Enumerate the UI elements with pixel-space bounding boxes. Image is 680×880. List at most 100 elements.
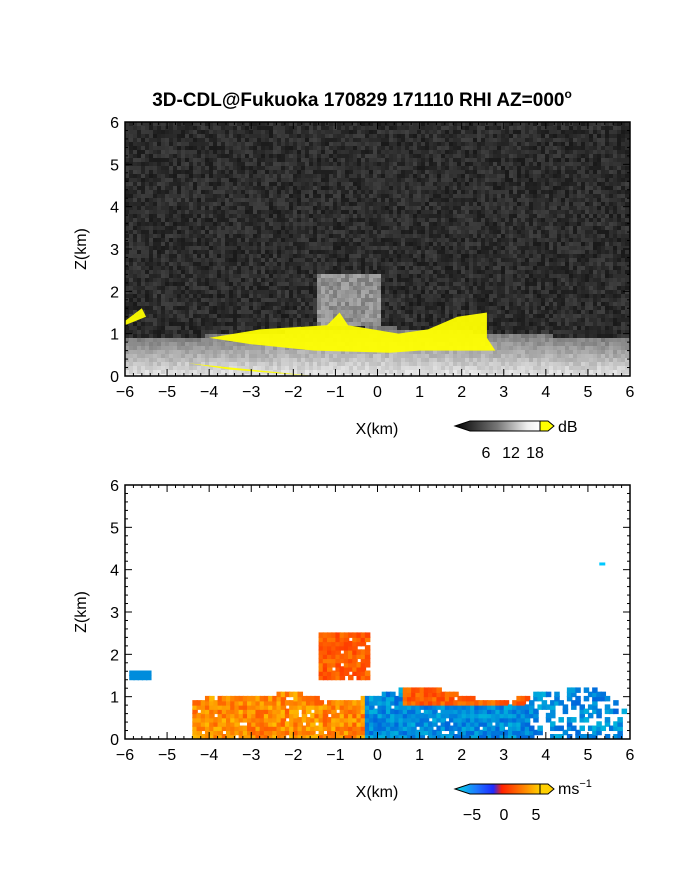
snr-cell <box>597 258 601 262</box>
snr-cell <box>509 134 513 138</box>
snr-cell <box>409 126 413 130</box>
snr-cell <box>569 246 573 250</box>
snr-cell <box>529 230 533 234</box>
snr-cell <box>417 214 421 218</box>
snr-cell <box>565 142 569 146</box>
snr-cell <box>241 258 245 262</box>
snr-cell <box>461 226 465 230</box>
snr-cell <box>241 130 245 134</box>
snr-cell <box>621 242 625 246</box>
snr-cell <box>505 238 509 242</box>
snr-cell <box>305 238 309 242</box>
snr-cell <box>229 218 233 222</box>
snr-cell <box>241 222 245 226</box>
snr-cell <box>453 242 457 246</box>
snr-cell <box>281 258 285 262</box>
snr-cell <box>177 206 181 210</box>
snr-cell <box>185 134 189 138</box>
snr-cell <box>569 190 573 194</box>
snr-cell <box>593 210 597 214</box>
snr-cell <box>465 242 469 246</box>
snr-cell <box>209 146 213 150</box>
snr-cell <box>501 218 505 222</box>
snr-cell <box>197 194 201 198</box>
snr-cell <box>349 166 353 170</box>
snr-cell <box>313 234 317 238</box>
snr-cell <box>373 186 377 190</box>
snr-cell <box>293 134 297 138</box>
snr-cell <box>409 146 413 150</box>
snr-cell <box>413 174 417 178</box>
snr-cell <box>333 218 337 222</box>
snr-cell <box>461 166 465 170</box>
snr-cell <box>165 198 169 202</box>
snr-cell <box>201 150 205 154</box>
snr-cell <box>525 250 529 254</box>
snr-cell <box>361 166 365 170</box>
snr-cell <box>305 150 309 154</box>
snr-cell <box>229 178 233 182</box>
snr-cell <box>281 214 285 218</box>
snr-cell <box>209 238 213 242</box>
snr-cell <box>193 258 197 262</box>
snr-cell <box>349 218 353 222</box>
snr-cell <box>581 150 585 154</box>
snr-cell <box>197 186 201 190</box>
snr-cell <box>525 258 529 262</box>
snr-cell <box>161 198 165 202</box>
snr-cell <box>541 202 545 206</box>
snr-cell <box>389 274 393 278</box>
snr-cell <box>609 258 613 262</box>
snr-cell <box>185 150 189 154</box>
snr-cell <box>205 190 209 194</box>
snr-cell <box>317 150 321 154</box>
snr-cell <box>129 226 133 230</box>
snr-cell <box>277 202 281 206</box>
snr-cell <box>449 210 453 214</box>
snr-cell <box>301 254 305 258</box>
snr-cell <box>485 210 489 214</box>
snr-cell <box>353 250 357 254</box>
snr-cell <box>165 202 169 206</box>
snr-cell <box>441 210 445 214</box>
snr-cell <box>509 250 513 254</box>
snr-cell <box>397 242 401 246</box>
snr-cell <box>129 210 133 214</box>
snr-cell <box>469 186 473 190</box>
snr-cell <box>517 234 521 238</box>
snr-cell <box>405 258 409 262</box>
snr-cell <box>269 162 273 166</box>
snr-cell <box>377 234 381 238</box>
snr-cell <box>397 130 401 134</box>
snr-cell <box>473 242 477 246</box>
snr-cell <box>369 206 373 210</box>
snr-cell <box>133 262 137 266</box>
snr-cell <box>133 250 137 254</box>
snr-cell <box>249 138 253 142</box>
snr-cell <box>261 270 265 274</box>
snr-cell <box>605 122 609 126</box>
snr-cell <box>205 198 209 202</box>
snr-cell <box>417 250 421 254</box>
snr-cell <box>365 226 369 230</box>
snr-cell <box>345 274 349 278</box>
snr-cell <box>545 214 549 218</box>
snr-cell <box>453 250 457 254</box>
snr-cell <box>209 250 213 254</box>
snr-cell <box>321 190 325 194</box>
snr-cell <box>217 154 221 158</box>
snr-cell <box>493 262 497 266</box>
snr-cell <box>309 162 313 166</box>
snr-cell <box>229 242 233 246</box>
snr-cell <box>445 142 449 146</box>
snr-cell <box>577 226 581 230</box>
snr-cell <box>329 166 333 170</box>
snr-cell <box>273 178 277 182</box>
snr-cell <box>201 190 205 194</box>
snr-cell <box>181 158 185 162</box>
snr-cell <box>437 158 441 162</box>
snr-cell <box>445 206 449 210</box>
snr-cell <box>373 250 377 254</box>
snr-cell <box>253 234 257 238</box>
snr-cell <box>621 262 625 266</box>
